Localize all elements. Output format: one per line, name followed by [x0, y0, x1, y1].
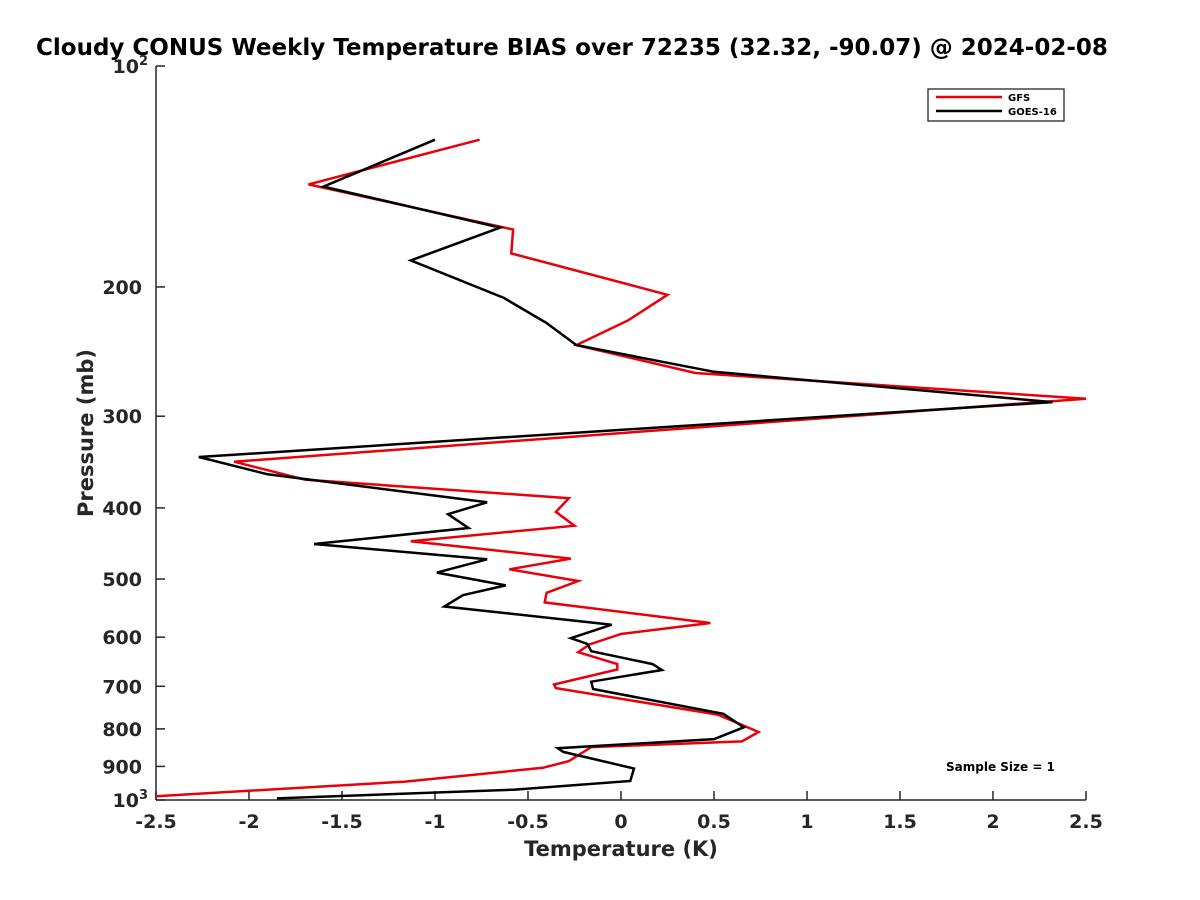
x-tick-label: -2 [238, 811, 259, 833]
y-tick-label-exponent: 3 [139, 788, 148, 803]
y-tick-label: 300 [102, 406, 142, 428]
x-tick-label: -2.5 [135, 811, 177, 833]
x-ticks: -2.5 -2 -1.5 -1 -0.5 0 0.5 1 1.5 2 2.5 [135, 791, 1103, 833]
sample-size-annotation: Sample Size = 1 [946, 760, 1055, 774]
y-tick-label-base: 10 [113, 790, 139, 812]
chart-title: Cloudy CONUS Weekly Temperature BIAS ove… [36, 35, 1108, 61]
y-tick-label-base: 10 [113, 56, 139, 78]
x-tick-label: -1 [424, 811, 445, 833]
y-axis-label: Pressure (mb) [74, 349, 98, 517]
y-tick-label: 500 [102, 569, 142, 591]
x-tick-label: 1.5 [883, 811, 917, 833]
y-tick-label: 400 [102, 498, 142, 520]
y-tick-label: 800 [102, 719, 142, 741]
y-tick-label-exponent: 2 [139, 54, 148, 69]
y-tick-label: 900 [102, 756, 142, 778]
legend-box [927, 88, 1065, 122]
y-tick-label: 700 [102, 676, 142, 698]
x-tick-label: 2.5 [1069, 811, 1103, 833]
x-tick-label: 0.5 [697, 811, 731, 833]
series-line-gfs [155, 138, 1087, 798]
y-tick-label: 102 [113, 54, 149, 78]
legend-label-gfs: GFS [1008, 93, 1030, 104]
legend: GFS GOES-16 [927, 88, 1065, 122]
x-tick-label: 1 [800, 811, 813, 833]
x-tick-label: 0 [614, 811, 627, 833]
legend-label-goes16: GOES-16 [1008, 107, 1057, 118]
y-tick-label: 103 [113, 788, 149, 812]
x-tick-label: 2 [986, 811, 999, 833]
series-layer [155, 138, 1087, 800]
y-tick-label: 600 [102, 627, 142, 649]
x-tick-label: -0.5 [507, 811, 549, 833]
y-tick-label: 200 [102, 277, 142, 299]
x-axis-label: Temperature (K) [524, 837, 718, 861]
x-tick-label: -1.5 [321, 811, 363, 833]
series-line-goes16 [198, 138, 1053, 800]
